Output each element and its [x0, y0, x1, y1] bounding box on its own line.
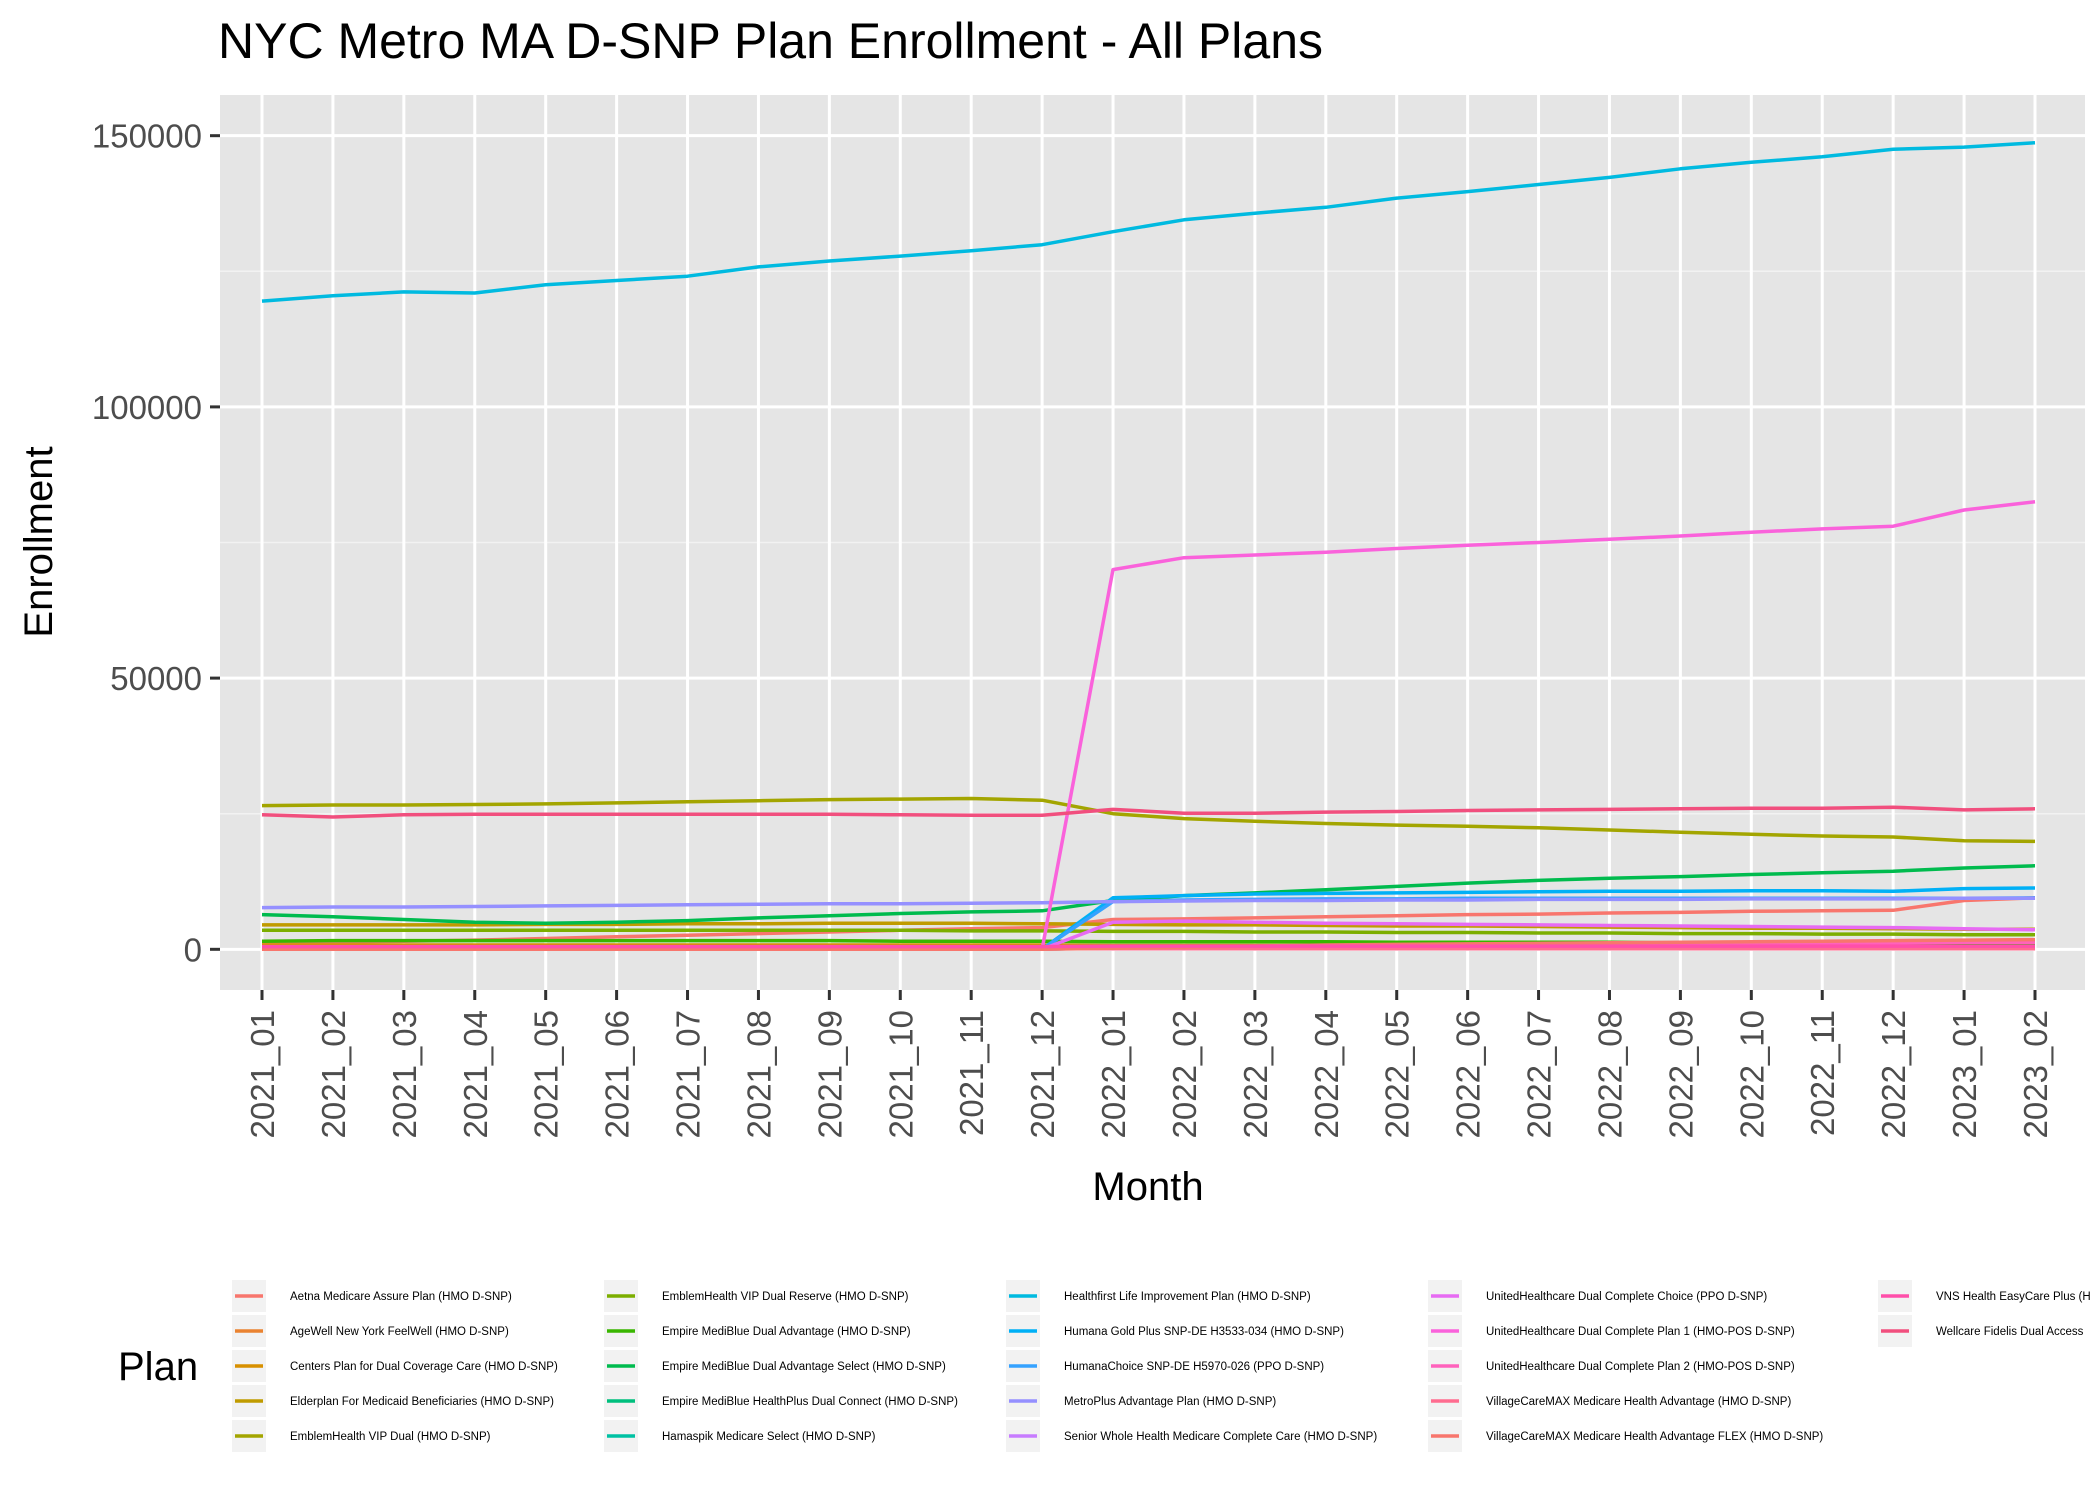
y-axis-title: Enrollment — [17, 446, 61, 637]
x-tick-label: 2021_01 — [244, 1010, 281, 1138]
legend-label: UnitedHealthcare Dual Complete Plan 2 (H… — [1486, 1361, 1795, 1373]
series-line — [262, 944, 2035, 949]
x-tick-label: 2022_08 — [1591, 1010, 1628, 1138]
legend-label: Hamaspik Medicare Select (HMO D-SNP) — [662, 1431, 876, 1443]
x-tick-label: 2021_04 — [457, 1010, 494, 1138]
series-line — [261, 896, 2035, 910]
series-line — [261, 140, 2036, 303]
x-tick-label: 2022_07 — [1521, 1010, 1558, 1138]
legend-label: EmblemHealth VIP Dual (HMO D-SNP) — [290, 1431, 491, 1443]
legend-label: Wellcare Fidelis Dual Access — [1936, 1326, 2084, 1338]
legend-label: Aetna Medicare Assure Plan (HMO D-SNP) — [290, 1291, 512, 1303]
legend-label: UnitedHealthcare Dual Complete Choice (P… — [1486, 1291, 1767, 1303]
grid-lines — [220, 95, 2085, 990]
x-tick-label: 2021_11 — [953, 1010, 990, 1136]
x-tick-label: 2021_03 — [386, 1010, 423, 1138]
legend-label: Centers Plan for Dual Coverage Care (HMO… — [290, 1361, 558, 1373]
legend-label: Senior Whole Health Medicare Complete Ca… — [1064, 1431, 1377, 1443]
legend-label: Elderplan For Medicaid Beneficiaries (HM… — [290, 1396, 554, 1408]
series-line — [261, 796, 2036, 844]
y-tick-label: 0 — [184, 931, 202, 968]
x-axis: 2021_01 2021_02 2021_03 2021_04 2021_05 2021_… — [244, 990, 2054, 1138]
x-tick-label: 2023_02 — [2017, 1010, 2054, 1138]
legend-label: Humana Gold Plus SNP-DE H3533-034 (HMO D… — [1064, 1326, 1344, 1338]
chart-title: NYC Metro MA D-SNP Plan Enrollment - All… — [218, 13, 1323, 69]
legend-label: VillageCareMAX Medicare Health Advantage… — [1486, 1396, 1791, 1408]
legend-label: VNS Health EasyCare Plus (H — [1936, 1291, 2091, 1303]
x-tick-label: 2021_09 — [811, 1010, 848, 1138]
x-tick-label: 2021_10 — [882, 1010, 919, 1138]
x-tick-label: 2022_06 — [1450, 1010, 1487, 1138]
series-lines — [261, 140, 2036, 952]
y-tick-label: 150000 — [92, 118, 202, 155]
legend: Aetna Medicare Assure Plan (HMO D-SNP) Ag… — [226, 1276, 2100, 1456]
x-tick-label: 2022_05 — [1379, 1010, 1416, 1138]
legend-label: MetroPlus Advantage Plan (HMO D-SNP) — [1064, 1396, 1276, 1408]
series-line — [262, 928, 2035, 937]
y-tick-label: 100000 — [92, 389, 202, 426]
y-tick-label: 50000 — [110, 660, 202, 697]
legend-background — [226, 1276, 2100, 1456]
x-tick-label: 2022_03 — [1237, 1010, 1274, 1138]
legend-title: Plan — [118, 1345, 198, 1389]
x-tick-label: 2021_06 — [599, 1010, 636, 1138]
x-tick-label: 2021_12 — [1024, 1010, 1061, 1138]
legend-label: UnitedHealthcare Dual Complete Plan 1 (H… — [1486, 1326, 1795, 1338]
x-tick-label: 2022_10 — [1733, 1010, 1770, 1138]
x-axis-title: Month — [1092, 1165, 1203, 1209]
legend-label: VillageCareMAX Medicare Health Advantage… — [1486, 1431, 1823, 1443]
legend-label: HumanaChoice SNP-DE H5970-026 (PPO D-SNP… — [1064, 1361, 1324, 1373]
x-tick-label: 2022_12 — [1875, 1010, 1912, 1138]
x-tick-label: 2022_09 — [1662, 1010, 1699, 1138]
y-axis: 0 50000 100000 150000 — [92, 118, 220, 968]
legend-label: Empire MediBlue HealthPlus Dual Connect … — [662, 1396, 958, 1408]
series-line — [261, 896, 2036, 945]
legend-label: AgeWell New York FeelWell (HMO D-SNP) — [290, 1326, 509, 1338]
x-tick-label: 2021_07 — [670, 1010, 707, 1138]
x-tick-label: 2021_05 — [528, 1010, 565, 1138]
x-tick-label: 2022_02 — [1166, 1010, 1203, 1138]
legend-label: EmblemHealth VIP Dual Reserve (HMO D-SNP… — [662, 1291, 909, 1303]
x-tick-label: 2021_02 — [315, 1010, 352, 1138]
legend-label: Healthfirst Life Improvement Plan (HMO D… — [1064, 1291, 1311, 1303]
legend-label: Empire MediBlue Dual Advantage (HMO D-SN… — [662, 1326, 911, 1338]
series-line — [261, 805, 2036, 819]
x-tick-label: 2023_01 — [1946, 1010, 1983, 1138]
x-tick-label: 2022_04 — [1308, 1010, 1345, 1138]
x-tick-label: 2022_01 — [1095, 1010, 1132, 1138]
legend-label: Empire MediBlue Dual Advantage Select (H… — [662, 1361, 946, 1373]
x-tick-label: 2021_08 — [740, 1010, 777, 1138]
x-tick-label: 2022_11 — [1804, 1010, 1841, 1136]
